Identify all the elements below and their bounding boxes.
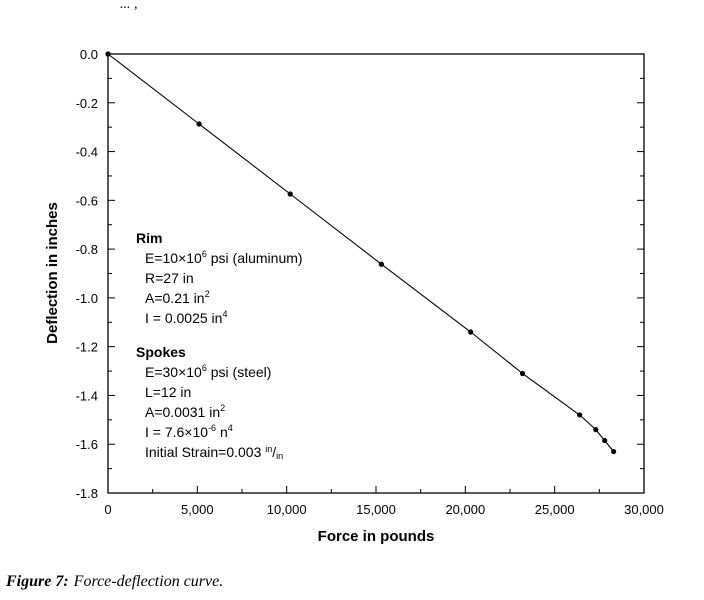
x-axis-title: Force in pounds xyxy=(318,528,435,545)
data-point xyxy=(378,261,384,267)
data-point xyxy=(196,121,202,127)
y-tick-label: -0.6 xyxy=(76,193,98,208)
rim-line-a: A=0.21 in2 xyxy=(145,289,210,306)
x-tick-label: 30,000 xyxy=(624,502,664,517)
x-tick-label: 25,000 xyxy=(535,502,575,517)
spokes-line-e: E=30×106 psi (steel) xyxy=(145,363,271,380)
rim-line-i: I = 0.0025 in4 xyxy=(145,309,227,326)
data-point xyxy=(468,329,474,335)
rim-heading: Rim xyxy=(136,230,162,246)
x-tick-label: 0 xyxy=(104,502,111,517)
data-point xyxy=(602,437,608,444)
x-axis: 0 5,000 10,000 15,000 20,000 25,000 30,000 xyxy=(104,486,664,517)
spokes-line-strain: Initial Strain=0.003 in/in xyxy=(145,444,283,461)
data-point xyxy=(287,191,293,197)
y-tick-label: -1.2 xyxy=(76,340,98,355)
spokes-line-i: I = 7.6×10-6 n4 xyxy=(145,423,233,440)
y-tick-label: -1.8 xyxy=(76,486,98,501)
y-tick-label: -1.6 xyxy=(76,437,98,452)
x-tick-label: 10,000 xyxy=(267,502,307,517)
rim-annotation: Rim E=10×106 psi (aluminum) R=27 in A=0.… xyxy=(136,230,303,326)
caption-text: Figure 7: Force-deflection curve. xyxy=(5,573,223,590)
deflection-series-line xyxy=(107,53,615,452)
spokes-line-a: A=0.0031 in2 xyxy=(145,403,225,420)
data-point xyxy=(519,370,526,377)
y-axis-title: Deflection in inches xyxy=(44,202,61,344)
x-tick-label: 15,000 xyxy=(356,502,396,517)
spokes-heading: Spokes xyxy=(136,344,186,360)
spokes-annotation: Spokes E=30×106 psi (steel) L=12 in A=0.… xyxy=(136,344,283,461)
data-point xyxy=(105,51,111,57)
deflection-series-points xyxy=(105,51,617,455)
data-point xyxy=(593,426,599,433)
rim-line-r: R=27 in xyxy=(145,270,194,286)
x-tick-label: 5,000 xyxy=(181,502,214,517)
x-tick-label: 20,000 xyxy=(445,502,485,517)
y-tick-label: 0.0 xyxy=(80,47,98,62)
header-clip-text: ... , xyxy=(120,0,138,12)
y-axis: 0.0 -0.2 -0.4 -0.6 -0.8 -1.0 -1.2 -1.4 -1.6 -1.8 xyxy=(76,47,644,501)
spokes-line-l: L=12 in xyxy=(145,384,191,400)
figure-caption: Figure 7: Force-deflection curve. xyxy=(5,573,223,590)
data-point xyxy=(577,412,583,418)
data-point xyxy=(611,448,617,455)
rim-line-e: E=10×106 psi (aluminum) xyxy=(145,249,303,266)
y-tick-label: -0.8 xyxy=(76,242,98,257)
y-tick-label: -0.2 xyxy=(76,96,98,111)
y-tick-label: -1.4 xyxy=(76,388,98,403)
y-tick-label: -0.4 xyxy=(76,145,98,160)
y-tick-label: -1.0 xyxy=(76,291,98,306)
